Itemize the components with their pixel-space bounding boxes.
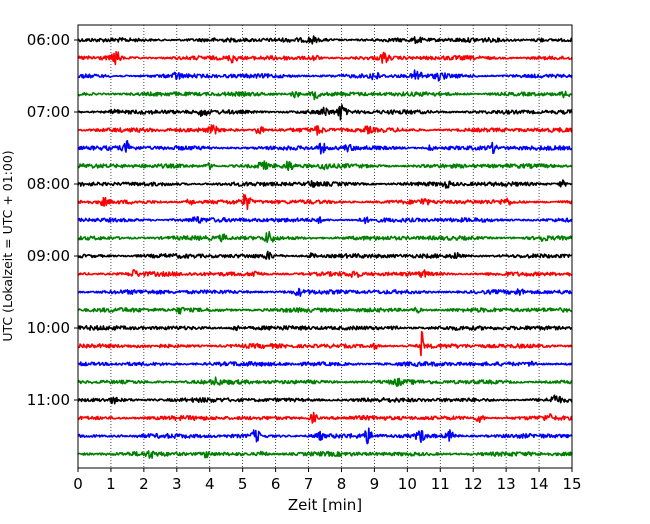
trace-0730: [77, 140, 573, 155]
x-tick-label: 3: [172, 475, 182, 493]
trace-0630: [77, 69, 573, 82]
y-axis-ticks: 06:00 07:00 08:00 09:00 10:00 11:00: [27, 31, 78, 409]
grid-layer: [110, 25, 540, 468]
y-tick-label: 07:00: [27, 103, 70, 121]
y-tick-label: 09:00: [27, 247, 70, 265]
trace-0845: [77, 230, 573, 244]
y-tick-label: 06:00: [27, 31, 70, 49]
x-tick-label: 14: [530, 475, 549, 493]
x-tick-label: 11: [431, 475, 450, 493]
trace-0600: [77, 35, 573, 45]
x-tick-label: 4: [205, 475, 215, 493]
trace-1130: [77, 427, 573, 445]
y-tick-label: 11:00: [27, 391, 70, 409]
x-tick-label: 1: [106, 475, 116, 493]
trace-1015: [77, 330, 573, 357]
trace-1030: [77, 360, 573, 367]
trace-1145: [77, 450, 573, 459]
trace-1100: [77, 394, 573, 405]
x-tick-label: 2: [139, 475, 149, 493]
y-axis-label: UTC (Lokalzeit = UTC + 01:00): [0, 150, 15, 341]
trace-0645: [77, 90, 573, 101]
trace-0900: [77, 250, 573, 260]
x-tick-label: 9: [370, 475, 380, 493]
y-tick-label: 08:00: [27, 175, 70, 193]
y-tick-label: 10:00: [27, 319, 70, 337]
x-tick-label: 5: [238, 475, 248, 493]
trace-0715: [77, 124, 573, 136]
trace-layer: [77, 35, 573, 459]
trace-1045: [77, 376, 573, 388]
trace-0745: [77, 160, 573, 172]
trace-1000: [77, 325, 573, 332]
x-tick-label: 15: [562, 475, 581, 493]
x-tick-label: 0: [73, 475, 83, 493]
trace-0930: [77, 287, 573, 297]
trace-0700: [77, 104, 573, 121]
x-axis-ticks: 0 1 2 3 4 5 6 7 8 9 10 11 12 13 14 15: [73, 468, 582, 493]
x-tick-label: 6: [271, 475, 281, 493]
trace-0800: [77, 179, 573, 189]
trace-0915: [77, 269, 573, 278]
x-tick-label: 10: [398, 475, 417, 493]
x-tick-label: 8: [337, 475, 347, 493]
x-tick-label: 7: [304, 475, 314, 493]
trace-0815: [77, 193, 573, 211]
x-tick-label: 13: [497, 475, 516, 493]
trace-1115: [77, 411, 573, 424]
trace-0830: [77, 216, 573, 225]
trace-0615: [77, 50, 573, 66]
trace-0945: [77, 306, 573, 315]
plot-frame: [77, 24, 573, 469]
x-tick-label: 12: [464, 475, 483, 493]
x-axis-label: Zeit [min]: [288, 496, 362, 514]
